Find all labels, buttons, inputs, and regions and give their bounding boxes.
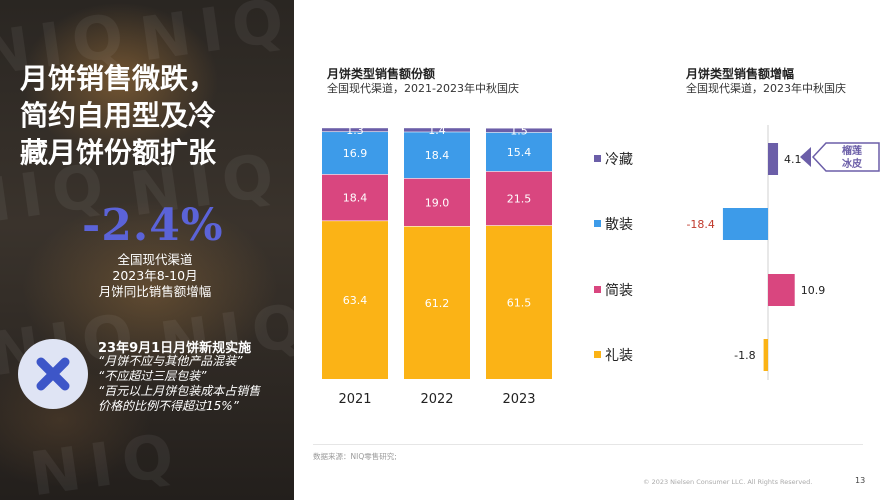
x-tick-label: 2023 xyxy=(502,392,535,407)
growth-bar-chart: 榴莲 冰皮 4.1 冷藏 -18.4 散装 10.9 简装 -1.8 礼装 xyxy=(594,125,880,380)
growth-value-label: 10.9 xyxy=(801,284,826,297)
big-stat: -2.4% xyxy=(82,200,224,251)
bar-segment xyxy=(486,225,552,379)
left-panel: NIQ NIQ NIQ NIQ NIQ NIQ NIQ 月饼销售微跌， 简约自用… xyxy=(0,0,294,500)
callout-arrow-icon xyxy=(800,147,811,167)
page-number: 13 xyxy=(855,476,866,485)
legend-swatch xyxy=(594,286,601,293)
growth-value-label: -18.4 xyxy=(686,218,714,231)
x-icon xyxy=(18,339,88,409)
bar-segment xyxy=(322,174,388,221)
rules-line: “月饼不应与其他产品混装” xyxy=(98,354,243,368)
copyright: © 2023 Nielsen Consumer LLC. All Rights … xyxy=(643,478,813,486)
x-tick-label: 2022 xyxy=(420,392,453,407)
category-label: 简装 xyxy=(605,282,633,299)
growth-chart-title: 月饼类型销售额增幅 xyxy=(686,67,795,81)
headline-line: 藏月饼份额扩张 xyxy=(20,136,217,169)
footer-divider xyxy=(313,444,863,445)
bar-segment xyxy=(322,128,388,132)
data-label: 63.4 xyxy=(343,294,368,307)
data-label: 61.2 xyxy=(425,297,450,310)
category-label: 礼装 xyxy=(605,348,633,364)
share-chart-title: 月饼类型销售额份额 xyxy=(327,67,436,81)
legend-swatch xyxy=(594,155,601,162)
stat-caption-line: 2023年8-10月 xyxy=(112,268,198,283)
rules-line: 价格的比例不得超过15%” xyxy=(98,399,239,413)
growth-value-label: 4.1 xyxy=(784,153,802,166)
data-label: 61.5 xyxy=(507,296,532,309)
headline-line: 简约自用型及冷 xyxy=(20,99,217,132)
growth-bar xyxy=(763,339,768,371)
data-label: 1.5 xyxy=(510,124,528,137)
bar-segment xyxy=(486,132,552,172)
x-icon-svg xyxy=(36,357,70,391)
growth-value-label: -1.8 xyxy=(734,349,755,362)
rules-line: “不应超过三层包装” xyxy=(98,369,207,383)
stat-caption-line: 月饼同比销售额增幅 xyxy=(98,284,212,299)
growth-bar xyxy=(722,208,768,240)
bar-segment xyxy=(322,221,388,379)
headline-line: 月饼销售微跌， xyxy=(20,62,217,95)
callout-line: 榴莲 xyxy=(842,144,862,157)
bar-segment xyxy=(486,128,552,133)
data-label: 18.4 xyxy=(343,192,368,205)
bar-segment xyxy=(404,128,470,132)
data-label: 16.9 xyxy=(343,147,368,160)
stat-caption-line: 全国现代渠道 xyxy=(117,252,193,267)
data-label: 15.4 xyxy=(507,146,532,159)
rules-line: “百元以上月饼包装成本占销售 xyxy=(98,384,261,398)
bar-segment xyxy=(404,178,470,227)
legend-swatch xyxy=(594,351,601,358)
bar-segment xyxy=(322,132,388,175)
data-label: 1.4 xyxy=(428,124,446,137)
x-tick-label: 2021 xyxy=(338,392,371,407)
growth-bar xyxy=(768,143,779,175)
growth-bar xyxy=(768,274,795,306)
growth-chart-subtitle: 全国现代渠道，2023年中秋国庆 xyxy=(686,82,846,95)
stat-caption: 全国现代渠道 2023年8-10月 月饼同比销售额增幅 xyxy=(60,252,250,300)
callout-line: 冰皮 xyxy=(842,157,862,170)
source-note: 数据来源：NIQ零售研究; xyxy=(313,452,397,461)
callout-bubble xyxy=(811,142,880,172)
data-label: 1.3 xyxy=(346,124,364,137)
data-label: 21.5 xyxy=(507,192,532,205)
stacked-share-chart: 63.4 18.4 16.9 1.3 2021 61.2 19.0 18.4 1.4 2022 61… xyxy=(322,124,552,407)
rules-title: 23年9月1日月饼新规实施 xyxy=(98,341,252,356)
data-label: 18.4 xyxy=(425,149,450,162)
bar-segment xyxy=(404,226,470,379)
category-label: 散装 xyxy=(605,217,633,233)
legend-swatch xyxy=(594,220,601,227)
data-label: 19.0 xyxy=(425,196,450,209)
bar-segment xyxy=(486,171,552,226)
category-label: 冷藏 xyxy=(605,152,633,168)
bar-segment xyxy=(404,132,470,179)
share-chart-subtitle: 全国现代渠道，2021-2023年中秋国庆 xyxy=(327,82,519,95)
headline: 月饼销售微跌， 简约自用型及冷 藏月饼份额扩张 xyxy=(20,60,290,171)
